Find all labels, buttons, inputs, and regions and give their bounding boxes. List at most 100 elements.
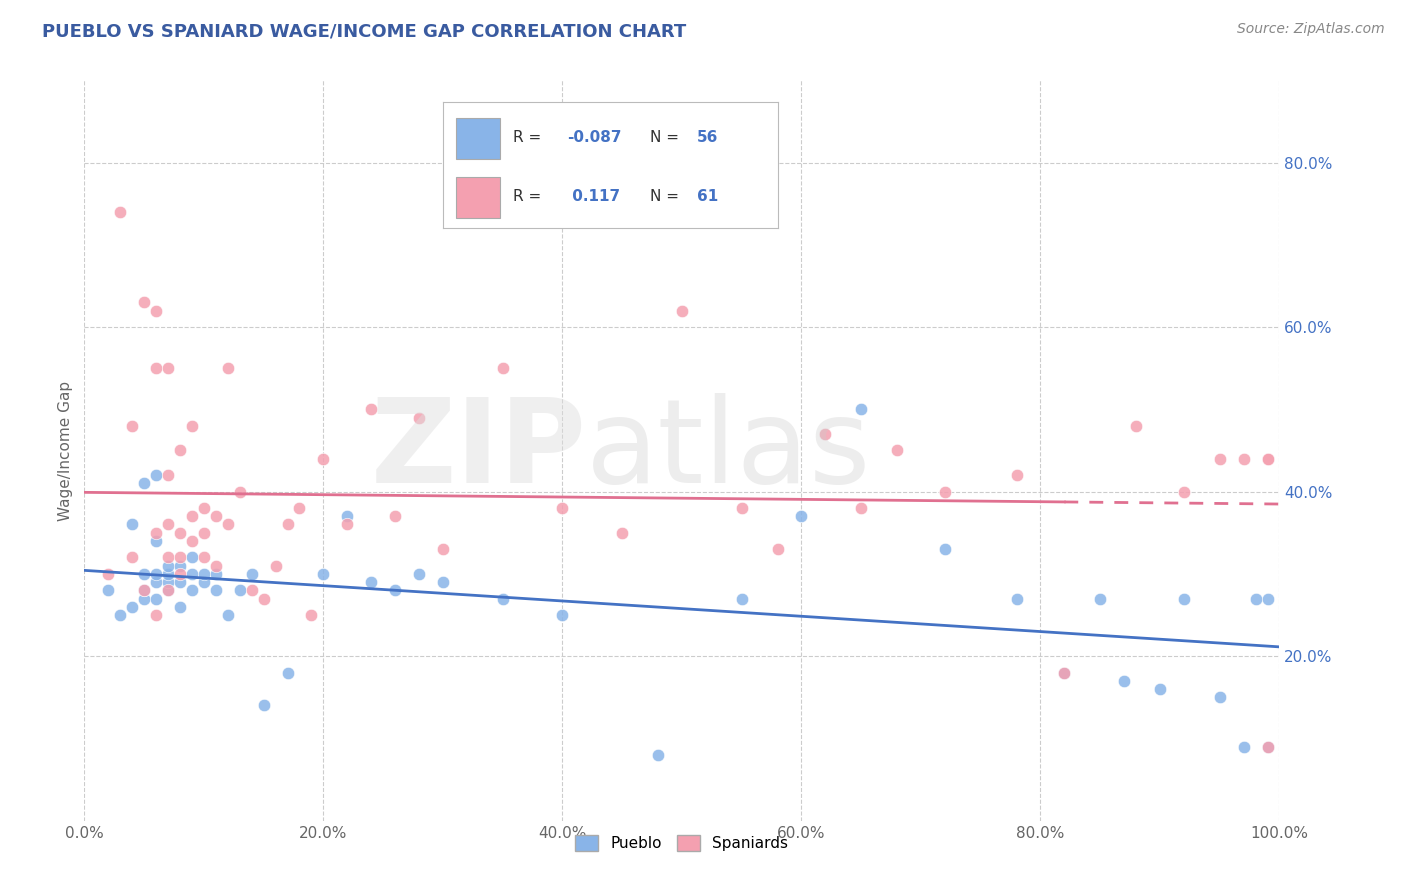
Point bbox=[647, 747, 669, 762]
Point bbox=[1209, 690, 1232, 705]
Point bbox=[193, 566, 215, 581]
Point bbox=[193, 575, 215, 590]
Point bbox=[132, 583, 156, 598]
Point bbox=[1244, 591, 1267, 606]
Point bbox=[145, 303, 167, 318]
Point bbox=[157, 558, 180, 573]
Point bbox=[229, 484, 252, 499]
Point bbox=[217, 517, 239, 532]
Point bbox=[1125, 418, 1147, 433]
Point bbox=[240, 583, 263, 598]
Point bbox=[1257, 451, 1279, 466]
Point bbox=[671, 303, 693, 318]
Point bbox=[1053, 665, 1076, 680]
Point bbox=[814, 427, 837, 442]
Point bbox=[886, 443, 908, 458]
Point bbox=[97, 583, 120, 598]
Point bbox=[288, 501, 311, 516]
Point bbox=[551, 607, 574, 622]
Text: Source: ZipAtlas.com: Source: ZipAtlas.com bbox=[1237, 22, 1385, 37]
Point bbox=[193, 501, 215, 516]
Point bbox=[169, 575, 191, 590]
Point bbox=[1114, 673, 1136, 688]
Point bbox=[1233, 739, 1256, 754]
Point bbox=[731, 591, 754, 606]
Point bbox=[312, 451, 335, 466]
Point bbox=[169, 599, 191, 614]
Legend: Pueblo, Spaniards: Pueblo, Spaniards bbox=[569, 830, 794, 857]
Point bbox=[492, 361, 515, 376]
Point bbox=[731, 501, 754, 516]
Point bbox=[157, 468, 180, 483]
Point bbox=[408, 566, 430, 581]
Point bbox=[240, 566, 263, 581]
Point bbox=[229, 583, 252, 598]
Point bbox=[132, 591, 156, 606]
Point bbox=[384, 583, 406, 598]
Point bbox=[145, 566, 167, 581]
Point bbox=[1209, 451, 1232, 466]
Point bbox=[217, 607, 239, 622]
Point bbox=[408, 410, 430, 425]
Point bbox=[1090, 591, 1112, 606]
Point bbox=[277, 517, 299, 532]
Point bbox=[934, 484, 956, 499]
Point bbox=[181, 583, 204, 598]
Point bbox=[1173, 591, 1195, 606]
Point bbox=[157, 361, 180, 376]
Point bbox=[612, 525, 634, 540]
Point bbox=[193, 525, 215, 540]
Point bbox=[551, 501, 574, 516]
Point bbox=[145, 607, 167, 622]
Point bbox=[145, 575, 167, 590]
Point bbox=[766, 542, 789, 557]
Point bbox=[181, 509, 204, 524]
Point bbox=[1257, 739, 1279, 754]
Point bbox=[1149, 681, 1171, 696]
Point bbox=[132, 295, 156, 310]
Point bbox=[181, 566, 204, 581]
Point bbox=[193, 550, 215, 565]
Point bbox=[432, 575, 454, 590]
Point bbox=[97, 566, 120, 581]
Point bbox=[1005, 468, 1028, 483]
Point bbox=[384, 509, 406, 524]
Point bbox=[157, 583, 180, 598]
Point bbox=[145, 591, 167, 606]
Point bbox=[934, 542, 956, 557]
Point bbox=[301, 607, 323, 622]
Point bbox=[790, 509, 813, 524]
Point bbox=[181, 533, 204, 548]
Y-axis label: Wage/Income Gap: Wage/Income Gap bbox=[58, 380, 73, 521]
Point bbox=[121, 599, 143, 614]
Point bbox=[205, 558, 228, 573]
Point bbox=[1053, 665, 1076, 680]
Point bbox=[205, 583, 228, 598]
Point bbox=[169, 558, 191, 573]
Point bbox=[181, 418, 204, 433]
Point bbox=[132, 566, 156, 581]
Point bbox=[132, 476, 156, 491]
Point bbox=[145, 468, 167, 483]
Point bbox=[110, 205, 132, 219]
Point bbox=[145, 533, 167, 548]
Point bbox=[169, 443, 191, 458]
Point bbox=[169, 525, 191, 540]
Point bbox=[205, 566, 228, 581]
Point bbox=[264, 558, 287, 573]
Point bbox=[253, 591, 276, 606]
Point bbox=[121, 517, 143, 532]
Point bbox=[121, 550, 143, 565]
Point bbox=[1257, 591, 1279, 606]
Point bbox=[432, 542, 454, 557]
Point bbox=[1173, 484, 1195, 499]
Point bbox=[336, 509, 359, 524]
Point bbox=[277, 665, 299, 680]
Point bbox=[157, 517, 180, 532]
Text: atlas: atlas bbox=[586, 393, 872, 508]
Point bbox=[121, 418, 143, 433]
Point bbox=[145, 525, 167, 540]
Point bbox=[851, 501, 873, 516]
Point bbox=[1005, 591, 1028, 606]
Point bbox=[145, 361, 167, 376]
